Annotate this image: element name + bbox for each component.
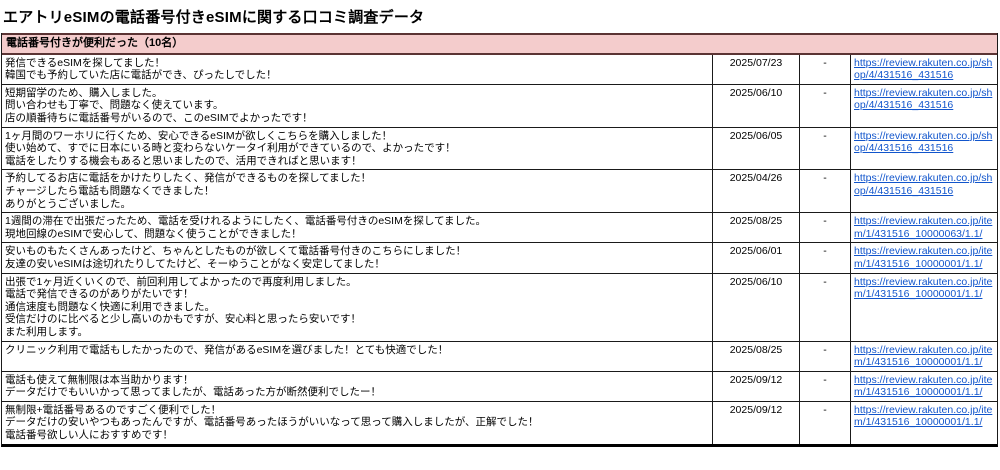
category-header: 電話番号付きが便利だった（10名）: [2, 33, 997, 55]
review-text-cell: 予約してるお店に電話をかけたりしたく、発信ができるものを探してました！ チャージ…: [5, 172, 372, 210]
table-row: クリニック利用で電話もしたかったので、発信があるeSIMを選びました！とても快適…: [2, 341, 997, 372]
review-text-cell: 1週間の滞在で出張だったため、電話を受けれるようにしたく、電話番号付きのeSIM…: [5, 215, 487, 240]
rating-cell: -: [799, 243, 850, 273]
review-url-link[interactable]: https://review.rakuten.co.jp/item/1/4315…: [854, 215, 993, 240]
table-row: 無制限+電話番号あるのですごく便利でした！ データだけの安いやつもあったんですが…: [2, 401, 997, 444]
review-url-cell: https://review.rakuten.co.jp/item/1/4315…: [850, 341, 997, 371]
review-url-cell: https://review.rakuten.co.jp/item/1/4315…: [850, 273, 997, 341]
review-url-link[interactable]: https://review.rakuten.co.jp/shop/4/4315…: [854, 86, 993, 112]
review-date-cell: 2025/08/25: [712, 341, 799, 371]
review-url-cell: https://review.rakuten.co.jp/item/1/4315…: [850, 213, 997, 243]
review-url-cell: https://review.rakuten.co.jp/item/1/4315…: [850, 243, 997, 273]
review-date-cell: 2025/06/05: [712, 127, 799, 170]
rating-cell: -: [799, 84, 850, 127]
review-date-cell: 2025/09/12: [712, 401, 799, 444]
rating-cell: -: [799, 170, 850, 213]
review-date-cell: 2025/06/10: [712, 273, 799, 341]
review-url-cell: https://review.rakuten.co.jp/item/1/4315…: [850, 371, 997, 401]
review-text-cell: 安いものもたくさんあったけど、ちゃんとしたものが欲しくて電話番号付きのこちらにし…: [5, 245, 467, 270]
review-url-cell: https://review.rakuten.co.jp/shop/4/4315…: [850, 127, 997, 170]
rating-cell: -: [799, 213, 850, 243]
table-row: 出張で1ヶ月近くいくので、前回利用してよかったので再度利用しました。 電話で発信…: [2, 273, 997, 342]
review-date-cell: 2025/08/25: [712, 213, 799, 243]
review-text-cell: 短期留学のため、購入しました。 問い合わせも丁寧で、問題なく使えています。 店の…: [5, 86, 313, 125]
rating-cell: -: [799, 401, 850, 444]
review-url-cell: https://review.rakuten.co.jp/shop/4/4315…: [850, 54, 997, 84]
review-url-link[interactable]: https://review.rakuten.co.jp/item/1/4315…: [854, 403, 993, 429]
review-date-cell: 2025/07/23: [712, 54, 799, 84]
table-row: 1週間の滞在で出張だったため、電話を受けれるようにしたく、電話番号付きのeSIM…: [2, 213, 997, 244]
review-table: 電話番号付きが便利だった（10名） 発信できるeSIMを探してました！ 韓国でも…: [1, 33, 998, 447]
rating-cell: -: [799, 273, 850, 341]
table-row: 安いものもたくさんあったけど、ちゃんとしたものが欲しくて電話番号付きのこちらにし…: [2, 243, 997, 274]
rating-cell: -: [799, 371, 850, 401]
table-row: 電話も使えて無制限は本当助かります！ データだけでもいいかって思ってましたが、電…: [2, 371, 997, 402]
review-text-cell: 出張で1ヶ月近くいくので、前回利用してよかったので再度利用しました。 電話で発信…: [5, 275, 362, 338]
review-url-link[interactable]: https://review.rakuten.co.jp/item/1/4315…: [854, 373, 993, 399]
review-url-link[interactable]: https://review.rakuten.co.jp/shop/4/4315…: [854, 172, 993, 197]
table-row: 短期留学のため、購入しました。 問い合わせも丁寧で、問題なく使えています。 店の…: [2, 84, 997, 128]
review-url-link[interactable]: https://review.rakuten.co.jp/shop/4/4315…: [854, 129, 993, 155]
review-date-cell: 2025/09/12: [712, 371, 799, 401]
review-url-link[interactable]: https://review.rakuten.co.jp/item/1/4315…: [854, 343, 993, 369]
rating-cell: -: [799, 341, 850, 371]
review-url-link[interactable]: https://review.rakuten.co.jp/shop/4/4315…: [854, 56, 993, 82]
table-row: 1ヶ月間のワーホリに行くため、安心できるeSIMが欲しくこちらを購入しました！ …: [2, 127, 997, 171]
review-text-cell: 無制限+電話番号あるのですごく便利でした！ データだけの安いやつもあったんですが…: [5, 403, 539, 442]
review-url-link[interactable]: https://review.rakuten.co.jp/item/1/4315…: [854, 275, 993, 301]
review-url-link[interactable]: https://review.rakuten.co.jp/item/1/4315…: [854, 245, 993, 270]
table-row: 発信できるeSIMを探してました！ 韓国でも予約していた店に電話ができ、ぴったし…: [2, 54, 997, 85]
review-date-cell: 2025/06/10: [712, 84, 799, 127]
review-text-cell: 1ヶ月間のワーホリに行くため、安心できるeSIMが欲しくこちらを購入しました！ …: [5, 129, 456, 167]
review-text-cell: 電話も使えて無制限は本当助かります！ データだけでもいいかって思ってましたが、電…: [5, 373, 382, 399]
rating-cell: -: [799, 127, 850, 170]
table-row: 予約してるお店に電話をかけたりしたく、発信ができるものを探してました！ チャージ…: [2, 170, 997, 214]
review-url-cell: https://review.rakuten.co.jp/shop/4/4315…: [850, 84, 997, 127]
review-date-cell: 2025/04/26: [712, 170, 799, 213]
review-text-cell: クリニック利用で電話もしたかったので、発信があるeSIMを選びました！とても快適…: [5, 343, 449, 356]
rating-cell: -: [799, 54, 850, 84]
review-text-cell: 発信できるeSIMを探してました！ 韓国でも予約していた店に電話ができ、ぴったし…: [5, 56, 277, 82]
review-url-cell: https://review.rakuten.co.jp/item/1/4315…: [850, 401, 997, 444]
page-title: エアトリeSIMの電話番号付きeSIMに関する口コミ調査データ: [3, 9, 425, 26]
review-url-cell: https://review.rakuten.co.jp/shop/4/4315…: [850, 170, 997, 213]
review-date-cell: 2025/06/01: [712, 243, 799, 273]
